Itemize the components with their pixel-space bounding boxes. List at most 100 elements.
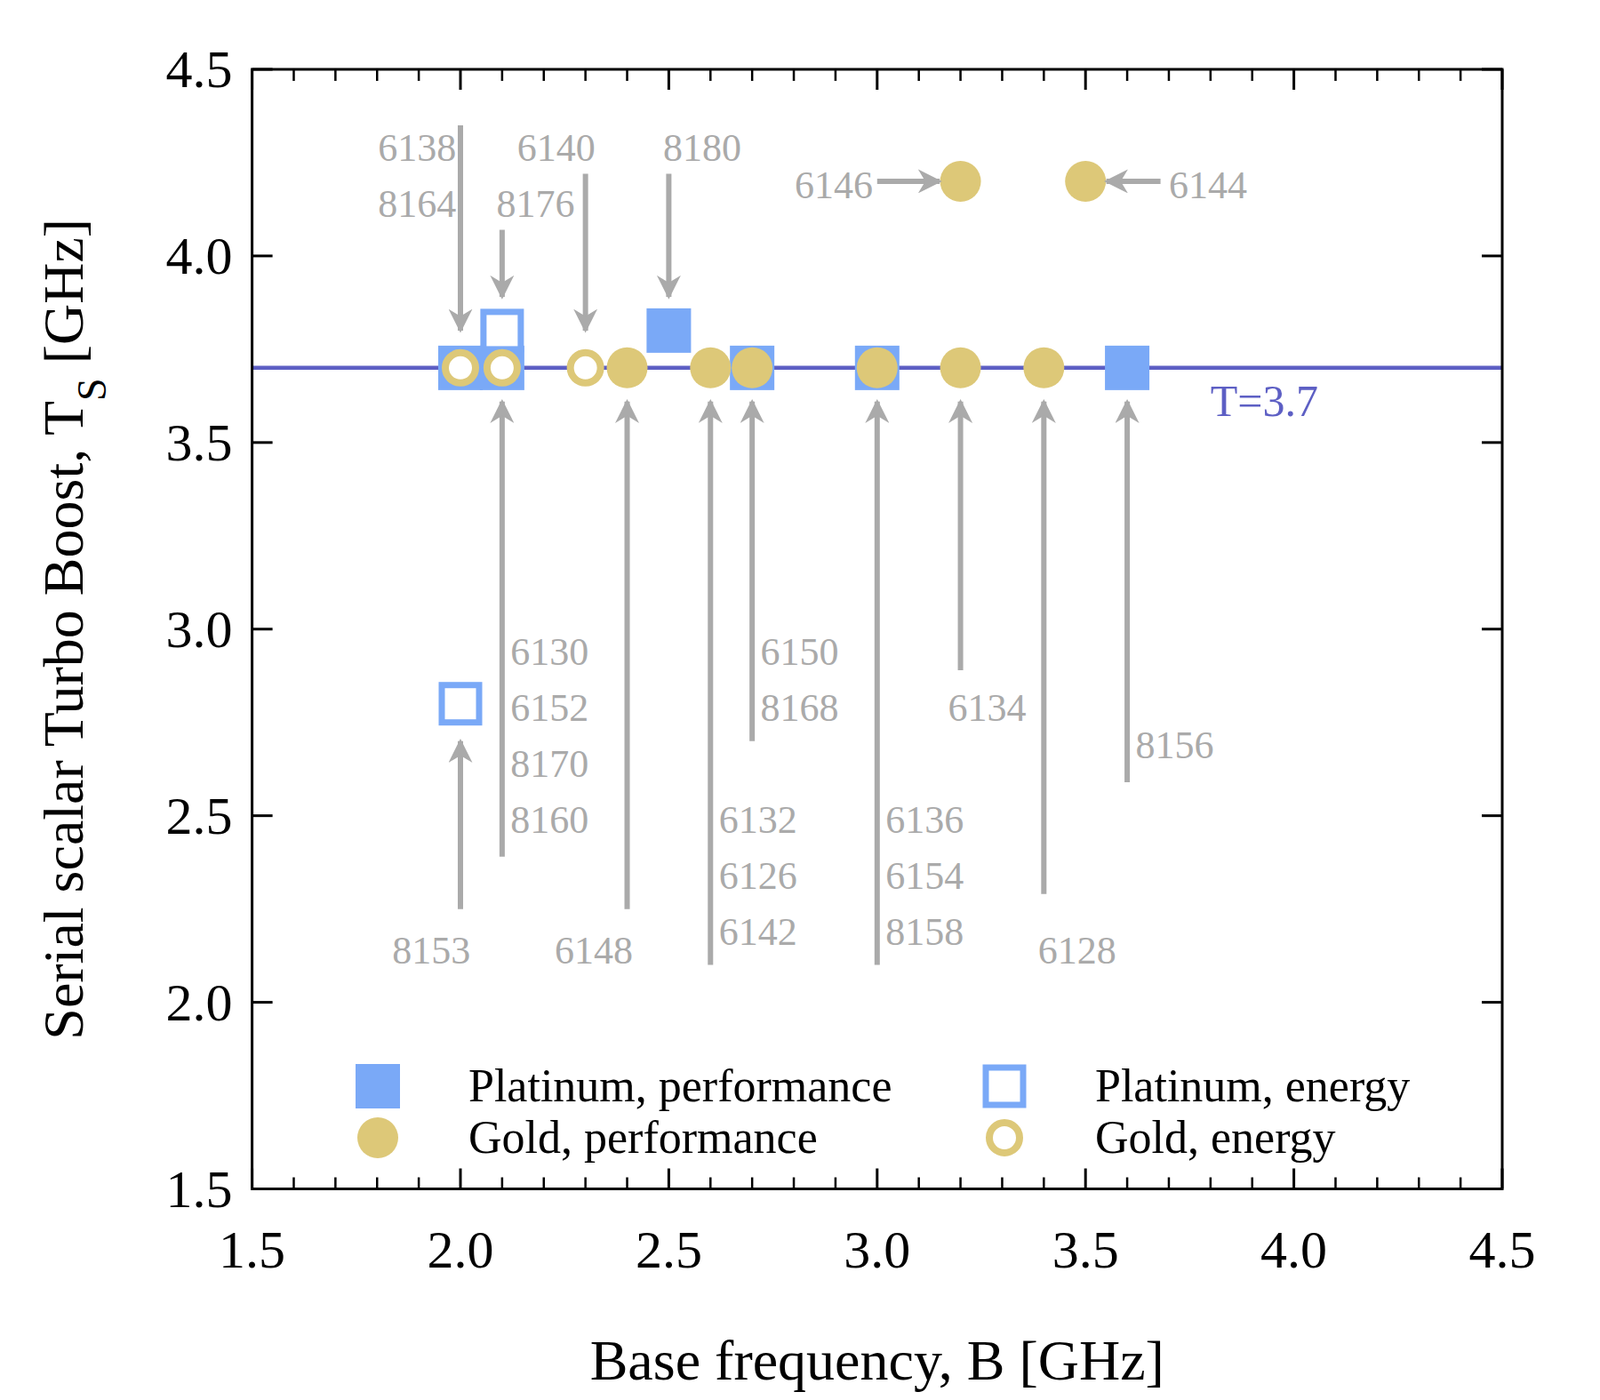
annotation-text: 8168 [760, 686, 840, 730]
point [731, 347, 773, 389]
x-minor-tick [792, 69, 796, 81]
x-tick-label: 4.0 [1260, 1220, 1328, 1280]
x-tick-label: 2.5 [635, 1220, 703, 1280]
annotation-text: 6142 [719, 910, 798, 954]
annotation-arrow [749, 401, 755, 742]
annotation-arrow [457, 741, 464, 910]
annotation-arrow [499, 230, 505, 298]
y-tick-label: 2.5 [166, 786, 233, 846]
ticks [252, 69, 1503, 1190]
legend-marker [989, 1122, 1020, 1153]
annotation-text: 6134 [947, 686, 1026, 730]
point [1023, 347, 1064, 389]
y-axis-label: Serial scalar Turbo Boost, TS [GHz] [32, 218, 115, 1040]
legend-marker [355, 1064, 400, 1109]
x-minor-tick [1459, 1177, 1463, 1190]
annotation-arrow [874, 401, 880, 966]
x-minor-tick [917, 69, 920, 81]
x-minor-tick [543, 1177, 546, 1190]
point [570, 352, 601, 384]
x-minor-tick [584, 1177, 587, 1190]
legend-label: Platinum, performance [468, 1060, 893, 1112]
annotation-text: 8158 [885, 910, 964, 954]
background [0, 0, 1600, 1400]
x-tick-label: 1.5 [218, 1220, 286, 1280]
annotations: 6138816461408176818061466144613061528170… [377, 125, 1248, 973]
x-minor-tick [1250, 1177, 1254, 1190]
x-minor-tick [584, 69, 587, 81]
x-minor-tick [376, 1177, 379, 1190]
x-tick [667, 69, 671, 90]
x-minor-tick [1168, 1177, 1171, 1190]
annotation-text: 8180 [663, 126, 742, 170]
x-minor-tick [1209, 1177, 1213, 1190]
series-0 [438, 308, 1150, 391]
annotation-text: 6150 [760, 630, 840, 674]
x-minor-tick [1459, 69, 1463, 81]
x-minor-tick [417, 1177, 421, 1190]
x-tick-label: 3.5 [1052, 1220, 1120, 1280]
y-tick-label: 2.0 [166, 973, 233, 1032]
annotation-arrow [457, 125, 464, 331]
point [940, 160, 982, 202]
series-3 [445, 352, 601, 384]
x-minor-tick [1000, 1177, 1004, 1190]
x-minor-tick [292, 69, 296, 81]
annotation-text: 6146 [794, 163, 873, 208]
x-minor-tick [292, 1177, 296, 1190]
x-minor-tick [1250, 69, 1254, 81]
x-minor-tick [1417, 69, 1421, 81]
legend-marker [357, 1117, 399, 1159]
annotation-text: 6132 [719, 798, 798, 842]
x-minor-tick [917, 1177, 920, 1190]
annotation-arrow [707, 401, 713, 966]
y-tick-label: 1.5 [166, 1160, 233, 1219]
x-tick [1084, 1168, 1088, 1190]
point [646, 308, 691, 353]
x-minor-tick [751, 69, 754, 81]
x-axis-label: Base frequency, B [GHz] [590, 1328, 1165, 1392]
y-tick [252, 440, 273, 444]
x-minor-tick [959, 1177, 962, 1190]
annotation-arrow [1106, 178, 1161, 184]
plot-frame [252, 69, 1503, 1190]
point [445, 352, 476, 384]
x-minor-tick [751, 1177, 754, 1190]
annotation-arrow [877, 178, 940, 184]
annotation-arrow [499, 401, 505, 857]
annotation-text: 6136 [885, 798, 964, 842]
x-minor-tick [1126, 69, 1129, 81]
annotation-text: 6130 [510, 630, 589, 674]
x-tick-label: 2.0 [427, 1220, 495, 1280]
y-axis-label-part: S [69, 377, 115, 401]
y-tick [1481, 814, 1503, 817]
y-tick [1481, 1000, 1503, 1004]
x-minor-tick [834, 1177, 838, 1190]
x-tick [459, 1168, 463, 1190]
x-minor-tick [1000, 69, 1004, 81]
y-tick [1481, 440, 1503, 444]
x-minor-tick [501, 69, 504, 81]
x-minor-tick [625, 1177, 629, 1190]
point [856, 347, 898, 389]
x-minor-tick [334, 1177, 337, 1190]
x-minor-tick [792, 1177, 796, 1190]
annotation-text: 6152 [510, 686, 589, 730]
x-tick [1292, 1168, 1296, 1190]
point [1064, 160, 1106, 202]
annotation-arrow [624, 401, 631, 910]
point [1104, 345, 1150, 391]
x-minor-tick [959, 69, 962, 81]
annotation-arrow [1040, 401, 1047, 895]
y-tick [252, 1000, 273, 1004]
annotation-text: 6148 [554, 928, 633, 973]
annotation-text: 8176 [496, 182, 575, 226]
point [441, 685, 480, 723]
x-minor-tick [834, 69, 838, 81]
y-tick [252, 254, 273, 257]
series-2 [607, 160, 1107, 389]
y-axis-label-part: [GHz] [32, 218, 96, 378]
x-tick-label: 4.5 [1469, 1220, 1536, 1280]
annotation-text: 8164 [377, 182, 456, 226]
legend-label: Gold, energy [1095, 1112, 1336, 1163]
